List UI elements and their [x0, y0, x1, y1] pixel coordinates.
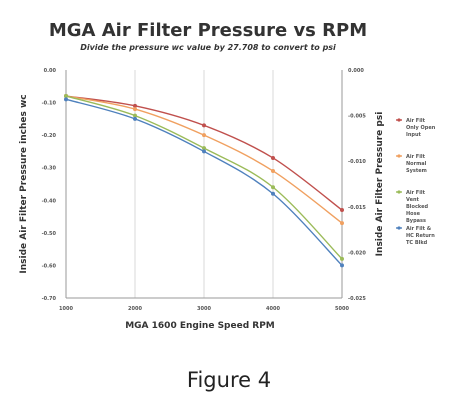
series-4-point	[202, 149, 206, 154]
series-3-point	[340, 256, 344, 261]
y-tick-label-right: -0.020	[348, 250, 366, 256]
y-tick-label-left: -0.70	[42, 296, 57, 302]
series-1-point	[202, 123, 206, 128]
y-tick-label-left: -0.50	[42, 231, 57, 237]
series-3-point	[133, 113, 137, 118]
chart-title: MGA Air Filter Pressure vs RPM	[49, 20, 367, 41]
y-tick-label-left: -0.30	[42, 166, 57, 172]
series-2-point	[340, 221, 344, 226]
y-tick-label-left: -0.60	[42, 263, 57, 269]
series-4-point	[340, 263, 344, 268]
series-1-point	[340, 208, 344, 213]
figure-caption: Figure 4	[186, 368, 272, 392]
y-tick-label-left: -0.10	[42, 101, 57, 107]
legend-marker-3	[397, 190, 401, 194]
legend-marker-4	[397, 226, 401, 230]
series-2-point	[202, 133, 206, 138]
plot-area	[64, 70, 344, 299]
y-tick-label-right: -0.015	[348, 205, 366, 211]
series-3-point	[64, 94, 68, 99]
series-2-point	[271, 168, 275, 173]
x-axis-label: MGA 1600 Engine Speed RPM	[125, 321, 275, 331]
legend-label-2: Air Filt Normal System	[406, 154, 427, 174]
series-4-point	[133, 116, 137, 121]
series-4-point	[271, 191, 275, 196]
series-1-point	[133, 103, 137, 108]
legend: Air Filt Only Open Input Air Filt Normal Syst…	[396, 118, 436, 246]
legend-label-1: Air Filt Only Open Input	[406, 118, 436, 138]
y-axis-left-label: Inside Air Filter Pressure inches wc	[19, 94, 29, 273]
y-tick-label-right: -0.005	[348, 114, 366, 120]
chart-frame: MGA Air Filter Pressure vs RPM Divide th…	[19, 20, 436, 331]
legend-label-4: Air Filt & HC Return TC Blkd	[406, 226, 435, 246]
x-tick-labels: 1000 2000 3000 4000 5000	[59, 306, 349, 312]
y-tick-label-right: -0.010	[348, 159, 366, 165]
x-tick-label: 4000	[266, 306, 280, 312]
x-tick-label: 2000	[128, 306, 142, 312]
x-tick-label: 3000	[197, 306, 211, 312]
chart-subtitle: Divide the pressure wc value by 27.708 t…	[80, 43, 336, 52]
series-1-point	[271, 155, 275, 160]
series-3-point	[202, 146, 206, 151]
x-tick-label: 1000	[59, 306, 73, 312]
series-2-point	[133, 107, 137, 112]
y-tick-label-right: 0.000	[348, 68, 364, 74]
series-4-point	[64, 97, 68, 102]
series-layer	[64, 94, 344, 268]
y-tick-label-left: -0.40	[42, 198, 57, 204]
y-tick-labels-left: 0.00 -0.10 -0.20 -0.30 -0.40 -0.50 -0.60 -0.70	[42, 68, 57, 302]
y-tick-label-left: 0.00	[44, 68, 57, 74]
y-tick-label-right: -0.025	[348, 296, 366, 302]
legend-marker-1	[397, 118, 401, 122]
series-3-point	[271, 185, 275, 190]
chart-svg: MGA Air Filter Pressure vs RPM Divide th…	[19, 20, 436, 331]
y-axis-right-label: Inside Air Filter Pressure psi	[375, 112, 385, 257]
y-tick-labels-right: 0.000 -0.005 -0.010 -0.015 -0.020 -0.025	[348, 68, 366, 302]
y-tick-label-left: -0.20	[42, 133, 57, 139]
legend-marker-2	[397, 154, 401, 158]
legend-label-3: Air Filt Vent Blocked Hose Bypass	[406, 190, 429, 224]
x-tick-label: 5000	[335, 306, 349, 312]
